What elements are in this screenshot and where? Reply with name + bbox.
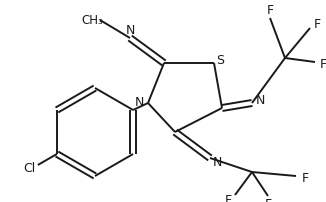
Text: F: F [313,18,320,31]
Text: N: N [255,95,265,107]
Text: S: S [216,54,224,66]
Text: F: F [266,4,274,18]
Text: N: N [125,24,135,38]
Text: CH₃: CH₃ [81,14,103,26]
Text: Cl: Cl [24,162,36,175]
Text: N: N [134,97,144,109]
Text: F: F [264,198,272,202]
Text: N: N [212,156,222,168]
Text: F: F [319,58,326,70]
Text: F: F [302,171,309,184]
Text: F: F [224,194,231,202]
